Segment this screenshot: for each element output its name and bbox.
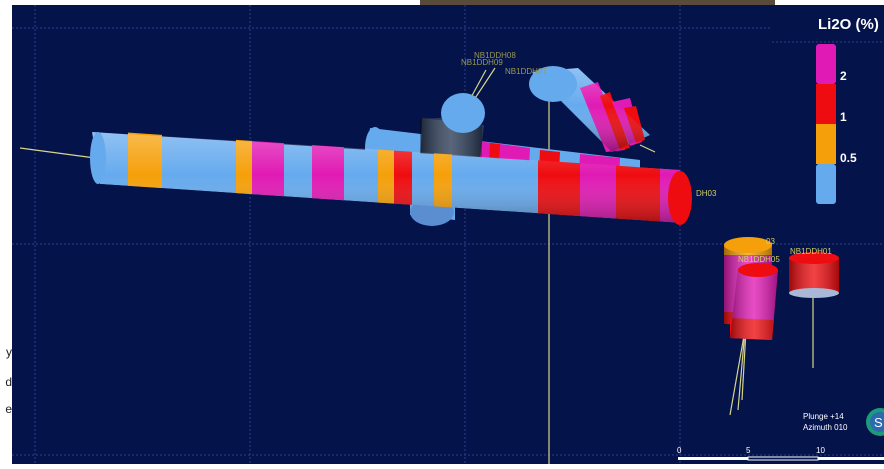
label-nb1ddh05: NB1DDH05 bbox=[738, 255, 780, 264]
label-nb1ddh09: NB1DDH09 bbox=[461, 58, 503, 67]
side-text-1: y bbox=[6, 345, 12, 359]
label-nb1ddh07: NB1DDH07 bbox=[505, 67, 547, 76]
compass-icon[interactable]: S bbox=[866, 408, 884, 436]
legend-swatch-base bbox=[816, 164, 836, 204]
legend-label-05: 0.5 bbox=[840, 151, 857, 165]
grid-lines bbox=[12, 5, 884, 464]
legend-title-bg bbox=[772, 10, 884, 42]
scale-bar: 0 5 10 bbox=[677, 446, 884, 461]
label-nb1ddh01: NB1DDH01 bbox=[790, 247, 832, 256]
legend-label-2: 2 bbox=[840, 69, 847, 83]
label-03: 03 bbox=[766, 237, 775, 246]
drillhole-cylinder-01[interactable] bbox=[789, 252, 839, 298]
legend-title: Li2O (%) bbox=[818, 16, 879, 33]
drillhole-cylinder-07[interactable] bbox=[529, 66, 650, 152]
legend: Li2O (%) 2 1 0.5 bbox=[772, 10, 884, 204]
hole-labels: NB1DDH08 NB1DDH09 NB1DDH07 DH03 NB1DDH05… bbox=[461, 51, 832, 264]
plunge-text: Plunge +14 bbox=[803, 412, 844, 421]
scale-tick-5: 5 bbox=[746, 446, 751, 455]
legend-label-1: 1 bbox=[840, 110, 847, 124]
viewport-background[interactable] bbox=[12, 5, 884, 464]
legend-swatch-05 bbox=[816, 124, 836, 164]
legend-swatch-1 bbox=[816, 84, 836, 124]
drillhole-cylinder-05b[interactable] bbox=[730, 263, 778, 340]
scale-tick-10: 10 bbox=[816, 446, 825, 455]
label-dh03: DH03 bbox=[696, 189, 717, 198]
azimuth-text: Azimuth 010 bbox=[803, 423, 848, 432]
side-text-3: e bbox=[5, 402, 12, 416]
top-image-strip bbox=[420, 0, 775, 5]
label-nb1ddh08: NB1DDH08 bbox=[474, 51, 516, 60]
compass-letter: S bbox=[874, 415, 883, 430]
scale-tick-0: 0 bbox=[677, 446, 682, 455]
legend-swatch-2 bbox=[816, 44, 836, 84]
side-text-2: d bbox=[5, 375, 12, 389]
view-orientation: Plunge +14 Azimuth 010 bbox=[803, 412, 848, 432]
drillhole-cylinder-main[interactable] bbox=[90, 132, 692, 228]
